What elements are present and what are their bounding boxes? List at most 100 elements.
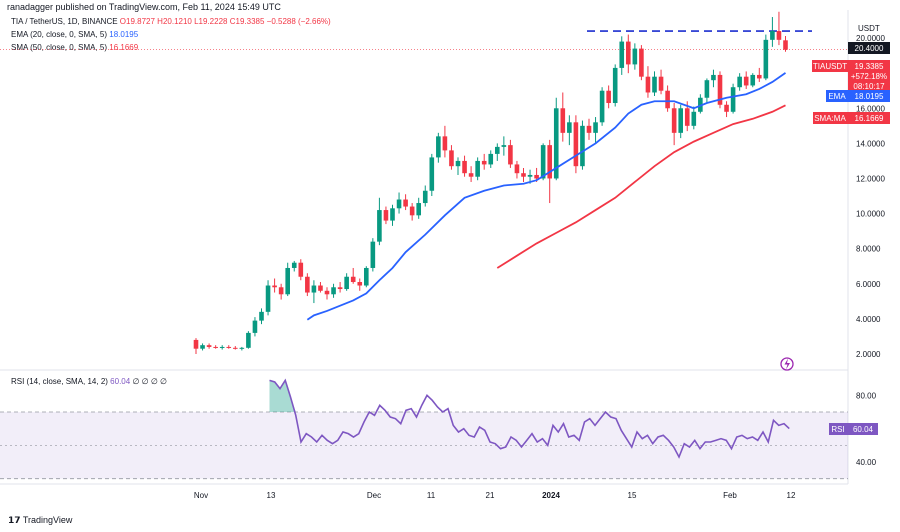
rsi-tick-label: 40.00 (856, 458, 877, 467)
price-tick-label: 12.0000 (856, 174, 885, 183)
ohlc-change: −0.5288 (−2.66%) (266, 17, 331, 26)
price-currency-label[interactable]: USDT (858, 24, 880, 33)
candle-body (357, 282, 363, 286)
candle (357, 278, 363, 291)
candle-body (364, 267, 369, 286)
candle (645, 66, 651, 98)
candle-body (285, 267, 290, 295)
candle (396, 192, 402, 214)
candle-body (246, 332, 251, 348)
candle (776, 11, 782, 46)
last-price-text: 19.3385 (855, 62, 884, 71)
candle (422, 185, 428, 207)
candle (553, 97, 559, 181)
time-tick-label: 11 (427, 491, 436, 500)
candle-body (665, 90, 670, 109)
rsi-line (269, 378, 790, 459)
candle-body (442, 136, 448, 151)
candle (370, 238, 376, 272)
candle (606, 85, 611, 109)
symbol-tag-text: TIAUSDT (813, 62, 847, 71)
candle-body (233, 347, 238, 349)
candle-body (593, 122, 598, 133)
candle-body (305, 276, 310, 293)
candle-body (259, 311, 264, 321)
candle (599, 87, 605, 126)
candle (226, 345, 232, 349)
candle-body (632, 48, 638, 65)
candle (298, 259, 304, 281)
price-tick-label: 16.0000 (856, 104, 885, 113)
candle-body (573, 122, 579, 167)
candle (318, 282, 323, 293)
time-tick-label: 2024 (542, 491, 560, 500)
candle (540, 143, 546, 181)
sma-legend[interactable]: SMA (50, close, 0, SMA, 5) 16.1669 (11, 43, 138, 52)
candle-body (311, 285, 317, 293)
candle-body (298, 262, 304, 277)
symbol-name[interactable]: TIA / TetherUS, 1D, BINANCE (11, 17, 118, 26)
candle-body (540, 145, 546, 179)
candle (698, 94, 703, 114)
candle-body (783, 40, 788, 50)
ema-tag: EMA 18.0195 (826, 90, 890, 102)
ema-legend-value: 18.0195 (109, 30, 139, 39)
candle (331, 283, 336, 298)
candle-body (226, 346, 232, 348)
rsi-overbought-fill (269, 380, 296, 412)
rsi-tag-value: 60.04 (853, 425, 874, 434)
time-tick-label: 12 (787, 491, 796, 500)
price-pane (0, 11, 848, 354)
candle-body (468, 173, 474, 177)
price-tick-label: 20.0000 (856, 34, 885, 43)
candle (639, 45, 644, 81)
candle-body (763, 39, 769, 79)
candle-body (619, 41, 625, 68)
candle (291, 260, 297, 272)
tradingview-brand: TradingView (22, 515, 73, 525)
rsi-legend-extra: ∅ ∅ ∅ ∅ (132, 377, 167, 386)
tradingview-logo[interactable]: 𝟭𝟳 TradingView (8, 515, 72, 526)
candle (691, 106, 697, 130)
ohlc-open: O19.8727 (119, 17, 155, 26)
rsi-tick-label: 80.00 (856, 391, 877, 400)
candle-body (750, 74, 756, 86)
candle (580, 120, 585, 170)
candle (219, 345, 225, 350)
time-tick-label: Nov (194, 491, 208, 500)
candle-body (770, 31, 775, 40)
candle-body (691, 111, 697, 126)
candle (481, 153, 487, 170)
countdown-text: 08:10:17 (853, 82, 885, 91)
candle (475, 157, 480, 181)
candle (272, 278, 277, 293)
candle-body (560, 108, 566, 133)
candle-body (481, 160, 487, 165)
candle (305, 273, 310, 297)
resistance-tag: 20.4000 (848, 42, 890, 54)
candle (763, 34, 769, 81)
candle (593, 117, 598, 144)
candle-body (265, 285, 271, 312)
alert-icon[interactable] (780, 357, 794, 371)
price-tick-label: 4.0000 (856, 315, 881, 324)
rsi-pane (0, 378, 848, 480)
candle-body (671, 108, 677, 133)
candle-body (724, 104, 729, 112)
candle (311, 280, 317, 304)
candle-body (639, 48, 644, 77)
candle (350, 267, 356, 284)
candle-body (383, 210, 389, 221)
candle (455, 157, 461, 175)
candle (324, 287, 330, 300)
candle-body (455, 160, 461, 167)
sma-tag-value: 16.1669 (855, 114, 884, 123)
candle (750, 73, 756, 88)
ema-legend[interactable]: EMA (20, close, 0, SMA, 5) 18.0195 (11, 30, 138, 39)
candle (409, 203, 415, 221)
candle-body (475, 160, 480, 177)
rsi-legend-value: 60.04 (110, 377, 131, 386)
candle-body (370, 241, 376, 268)
rsi-legend[interactable]: RSI (14, close, SMA, 14, 2) 60.04 ∅ ∅ ∅ … (11, 377, 167, 386)
